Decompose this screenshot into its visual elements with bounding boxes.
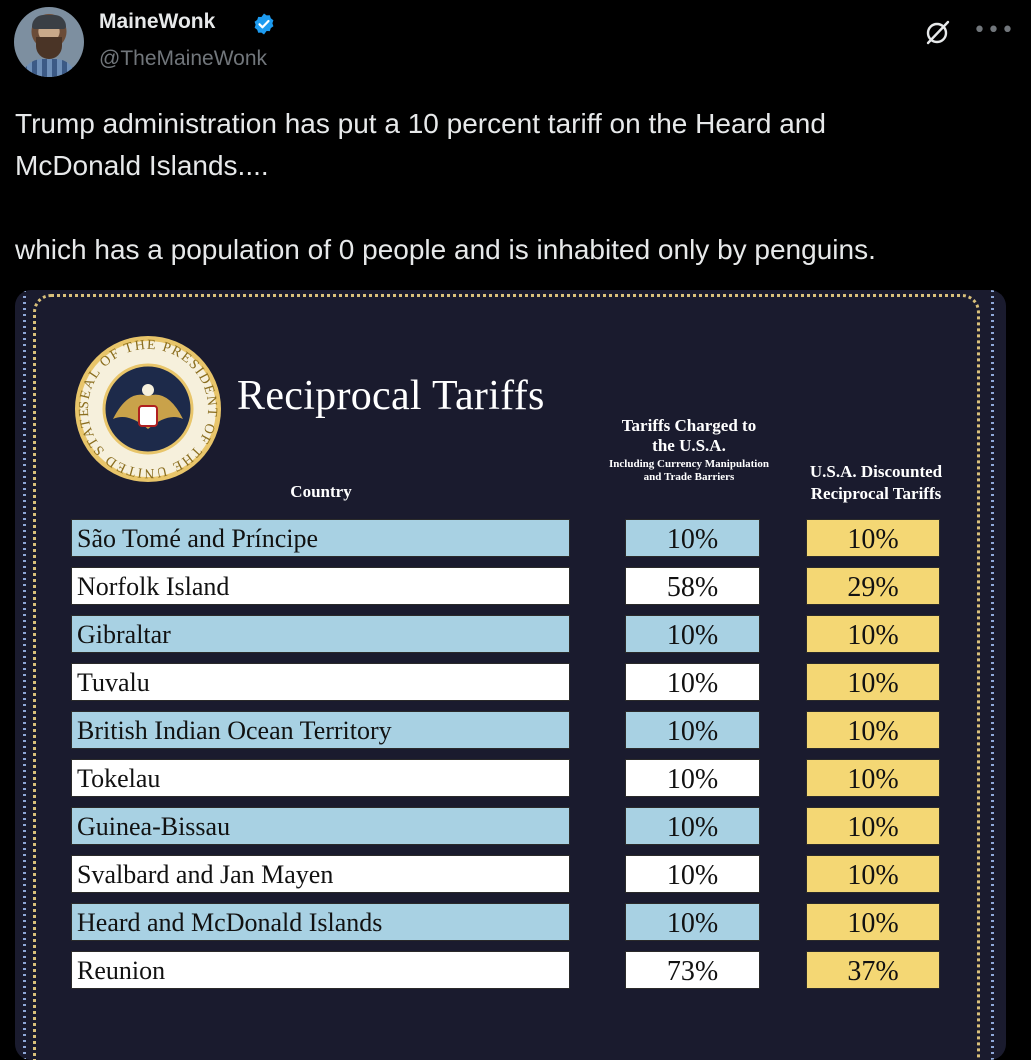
avatar-shirt <box>22 59 76 77</box>
tariff-charged-cell: 10% <box>625 807 760 845</box>
more-options-icon[interactable]: ••• <box>973 18 1015 43</box>
tariff-charged-cell: 10% <box>625 615 760 653</box>
country-cell: Heard and McDonald Islands <box>71 903 570 941</box>
country-cell: Gibraltar <box>71 615 570 653</box>
table-row: Norfolk Island 58% 29% <box>15 567 1006 607</box>
tweet-text: Trump administration has put a 10 percen… <box>15 108 876 265</box>
tariff-charged-cell: 10% <box>625 903 760 941</box>
reciprocal-tariff-cell: 10% <box>806 855 940 893</box>
reciprocal-tariff-cell: 29% <box>806 567 940 605</box>
border-dots-right <box>991 290 994 1060</box>
border-dots-left <box>23 290 26 1060</box>
avatar-beard <box>36 37 62 59</box>
tariff-charged-cell: 73% <box>625 951 760 989</box>
country-cell: British Indian Ocean Territory <box>71 711 570 749</box>
author-handle[interactable]: @TheMaineWonk <box>99 47 267 70</box>
reciprocal-tariff-cell: 10% <box>806 711 940 749</box>
country-cell: Tokelau <box>71 759 570 797</box>
header-tariffs-charged: Tariffs Charged to the U.S.A. <box>621 416 757 455</box>
author-display-name[interactable]: MaineWonk <box>99 10 216 33</box>
author-avatar[interactable] <box>14 7 84 77</box>
country-cell: São Tomé and Príncipe <box>71 519 570 557</box>
table-row: Guinea-Bissau 10% 10% <box>15 807 1006 847</box>
reciprocal-tariff-cell: 10% <box>806 663 940 701</box>
reciprocal-tariff-cell: 10% <box>806 903 940 941</box>
image-frame <box>33 294 980 1060</box>
header-tariffs-charged-subtitle: Including Currency Manipulation and Trad… <box>609 458 769 483</box>
presidential-seal-icon: SEAL OF THE PRESIDENT OF THE UNITED STAT… <box>73 334 221 482</box>
verified-badge-icon <box>254 13 274 35</box>
country-cell: Reunion <box>71 951 570 989</box>
reciprocal-tariff-cell: 10% <box>806 615 940 653</box>
country-cell: Svalbard and Jan Mayen <box>71 855 570 893</box>
reciprocal-tariff-cell: 37% <box>806 951 940 989</box>
tariff-charged-cell: 58% <box>625 567 760 605</box>
country-cell: Norfolk Island <box>71 567 570 605</box>
reciprocal-tariff-cell: 10% <box>806 759 940 797</box>
tariff-charged-cell: 10% <box>625 711 760 749</box>
header-reciprocal-tariffs: U.S.A. Discounted Reciprocal Tariffs <box>809 462 943 503</box>
table-row: Heard and McDonald Islands 10% 10% <box>15 903 1006 943</box>
table-row: São Tomé and Príncipe 10% 10% <box>15 519 1006 559</box>
country-cell: Tuvalu <box>71 663 570 701</box>
country-cell: Guinea-Bissau <box>71 807 570 845</box>
tariff-charged-cell: 10% <box>625 519 760 557</box>
chart-title: Reciprocal Tariffs <box>237 373 545 419</box>
avatar-cap <box>32 15 66 29</box>
table-row: Gibraltar 10% 10% <box>15 615 1006 655</box>
tariff-charged-cell: 10% <box>625 855 760 893</box>
table-row: Svalbard and Jan Mayen 10% 10% <box>15 855 1006 895</box>
table-row: Tokelau 10% 10% <box>15 759 1006 799</box>
reciprocal-tariff-cell: 10% <box>806 807 940 845</box>
tariff-charged-cell: 10% <box>625 759 760 797</box>
header-country: Country <box>290 482 352 501</box>
reciprocal-tariff-cell: 10% <box>806 519 940 557</box>
table-row: Tuvalu 10% 10% <box>15 663 1006 703</box>
tariff-charged-cell: 10% <box>625 663 760 701</box>
grok-icon[interactable] <box>922 17 952 47</box>
table-row: Reunion 73% 37% <box>15 951 1006 991</box>
tweet-image[interactable]: SEAL OF THE PRESIDENT OF THE UNITED STAT… <box>15 290 1006 1060</box>
table-row: British Indian Ocean Territory 10% 10% <box>15 711 1006 751</box>
